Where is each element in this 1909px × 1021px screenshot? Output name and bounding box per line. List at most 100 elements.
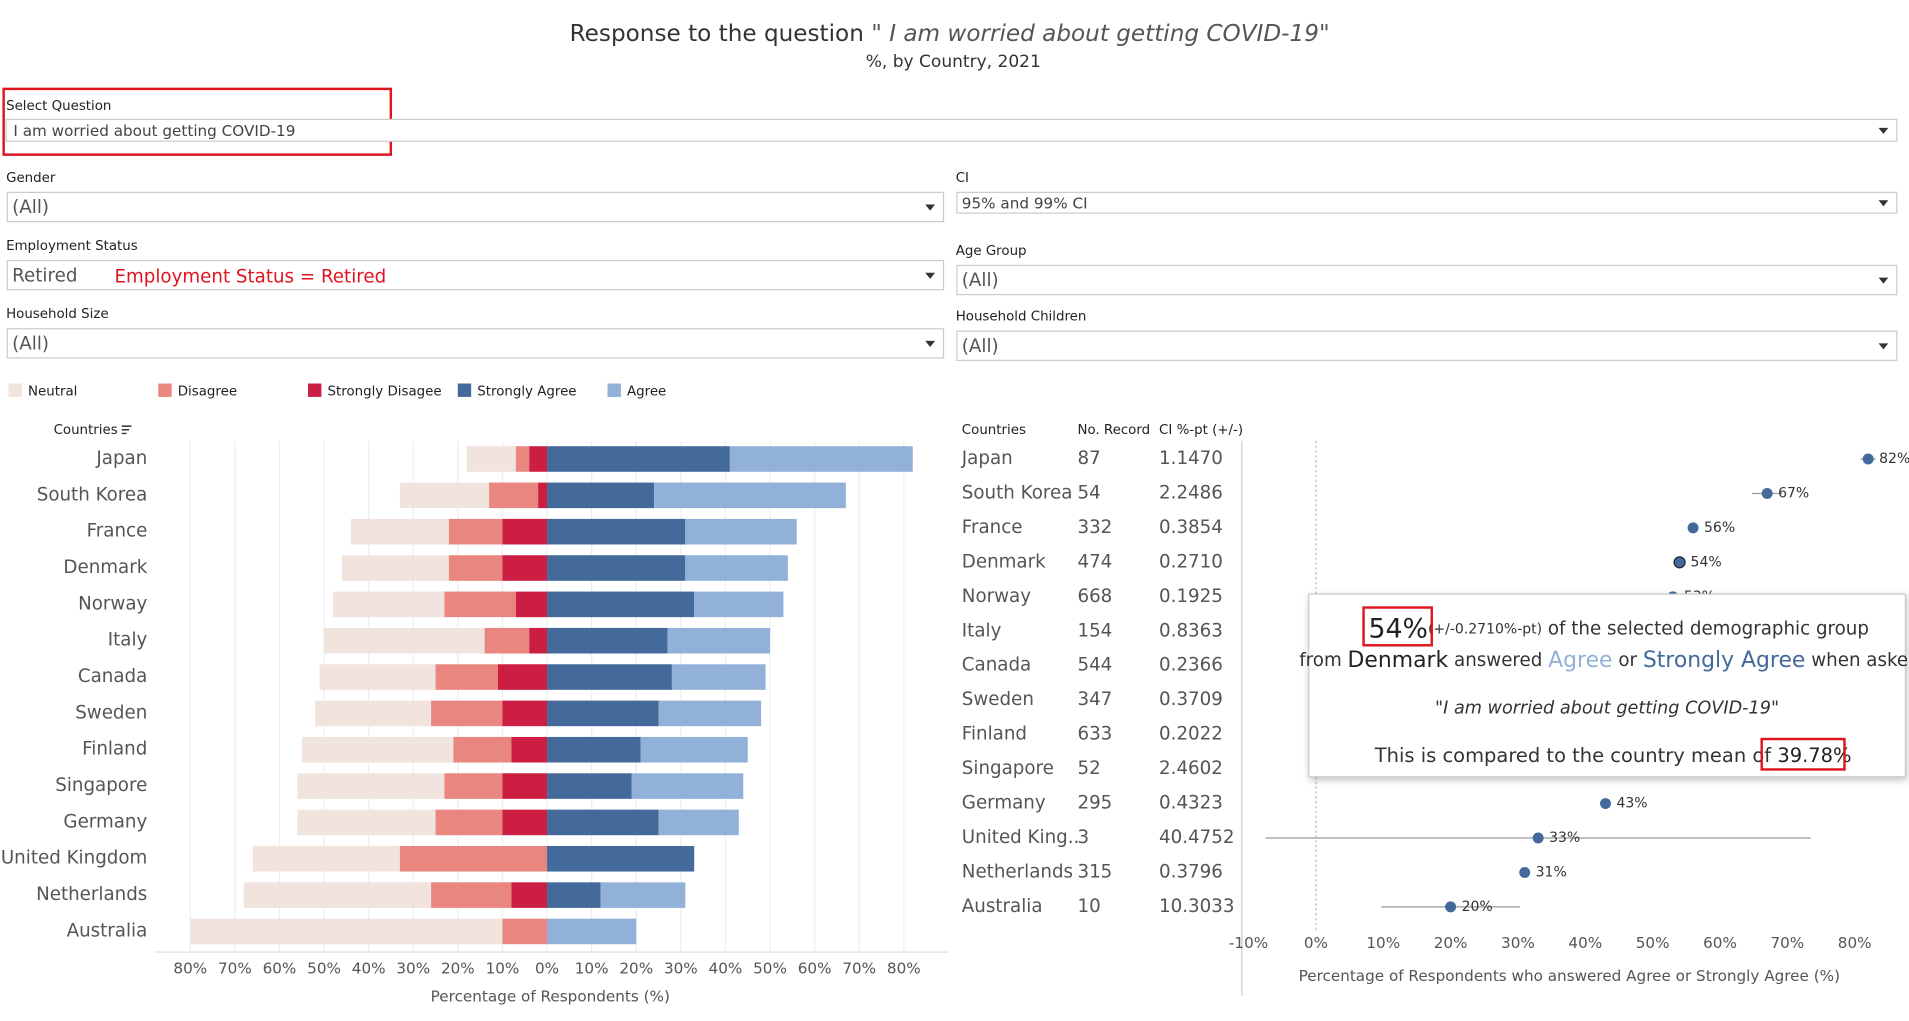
table-cell: 10 xyxy=(1077,896,1100,917)
dot xyxy=(1862,453,1874,465)
category-label: Denmark xyxy=(63,557,147,578)
bar-segment xyxy=(667,627,771,654)
dropdown[interactable] xyxy=(956,264,1898,296)
bar-segment xyxy=(252,845,400,872)
dropdown-value[interactable]: (All) xyxy=(12,334,49,355)
x-tick-label: 30% xyxy=(1501,934,1535,952)
bar-segment xyxy=(547,882,601,908)
table-cell: 0.3709 xyxy=(1159,689,1223,710)
table-cell: Australia xyxy=(962,896,1043,917)
annotation: Employment Status = Retired xyxy=(114,267,386,288)
value-label: 56% xyxy=(1704,520,1735,536)
x-tick-label: 60% xyxy=(798,960,832,978)
filter-label: Household Size xyxy=(6,307,109,322)
value-label: 82% xyxy=(1879,451,1909,467)
dropdown-arrow xyxy=(1878,343,1889,350)
table-cell: 154 xyxy=(1077,620,1112,641)
sort-icon xyxy=(121,425,132,435)
x-tick-label: 70% xyxy=(218,960,252,978)
bar-segment xyxy=(547,555,686,581)
dropdown[interactable] xyxy=(5,118,1898,142)
dropdown[interactable] xyxy=(6,259,945,291)
value-label: 54% xyxy=(1691,554,1722,570)
dot xyxy=(1532,832,1544,844)
bar-segment xyxy=(341,555,449,581)
filter-label: Gender xyxy=(6,171,56,186)
bar-segment xyxy=(515,591,548,618)
bar-segment xyxy=(685,555,788,581)
filter-label: Select Question xyxy=(6,99,111,114)
bar-segment xyxy=(547,809,659,836)
table-header: No. Record xyxy=(1077,423,1150,438)
dropdown-value[interactable]: I am worried about getting COVID-19 xyxy=(13,122,295,140)
bar-segment xyxy=(654,482,846,509)
table-cell: 295 xyxy=(1077,793,1112,814)
bar-segment xyxy=(671,664,766,690)
dot xyxy=(1445,901,1457,913)
x-tick-label: 70% xyxy=(1770,934,1804,952)
dropdown-value[interactable]: (All) xyxy=(962,270,999,291)
bar-segment xyxy=(547,446,730,472)
filter-label: Age Group xyxy=(956,244,1027,259)
bar-segment xyxy=(547,700,659,727)
title-question: " I am worried about getting COVID-19" xyxy=(871,21,1329,47)
x-tick-label: 40% xyxy=(352,960,386,978)
tooltip-line: This is compared to the country mean of … xyxy=(1374,744,1852,767)
table-cell: Singapore xyxy=(962,758,1054,779)
bar-segment xyxy=(448,518,503,545)
legend-swatch xyxy=(8,383,22,397)
category-label: Sweden xyxy=(75,702,147,723)
table-cell: 668 xyxy=(1077,586,1112,607)
bar-segment xyxy=(489,482,539,509)
category-label: Germany xyxy=(63,811,147,832)
dropdown-arrow xyxy=(1878,127,1889,134)
bar-segment xyxy=(511,882,548,908)
bar-segment xyxy=(547,918,637,945)
dropdown-value[interactable]: (All) xyxy=(962,336,999,357)
dropdown[interactable] xyxy=(6,328,945,359)
table-cell: 544 xyxy=(1077,655,1112,676)
bar-segment xyxy=(640,736,748,763)
dropdown-value[interactable]: (All) xyxy=(12,197,49,218)
bar-segment xyxy=(431,882,512,908)
tooltip-part: when asked xyxy=(1805,650,1909,671)
dropdown-value[interactable]: 95% and 99% CI xyxy=(962,194,1088,212)
x-tick-label: 10% xyxy=(486,960,520,978)
bar-segment xyxy=(547,591,695,618)
bar-segment xyxy=(444,591,516,618)
bar-segment xyxy=(332,591,445,618)
dropdown-value[interactable]: Retired xyxy=(12,265,77,286)
bar-segment xyxy=(631,773,744,799)
tooltip-part: or xyxy=(1613,650,1643,671)
table-cell: 0.2710 xyxy=(1159,551,1223,572)
table-cell: 3 xyxy=(1077,827,1089,848)
table-cell: United King.. xyxy=(962,827,1080,848)
dropdown[interactable] xyxy=(956,191,1898,214)
highlight-box xyxy=(1760,737,1846,771)
bar-segment xyxy=(658,700,762,727)
legend-swatch xyxy=(607,383,621,397)
dropdown[interactable] xyxy=(956,330,1898,361)
filter-label: Household Children xyxy=(956,310,1087,325)
table-cell: Denmark xyxy=(962,551,1046,572)
bar-segment xyxy=(190,918,503,945)
bar-segment xyxy=(502,700,548,727)
table-cell: 633 xyxy=(1077,724,1112,745)
tooltip-ci: (+/-0.2710%-pt) xyxy=(1428,621,1542,637)
bar-segment xyxy=(658,809,739,836)
bar-segment xyxy=(694,591,784,618)
x-tick-label: 50% xyxy=(307,960,341,978)
bar-segment xyxy=(435,664,499,690)
bar-segment xyxy=(435,809,503,836)
dropdown[interactable] xyxy=(6,191,945,223)
table-cell: 0.4323 xyxy=(1159,793,1223,814)
table-cell: 347 xyxy=(1077,689,1112,710)
category-header: Countries xyxy=(54,423,118,438)
table-cell: Japan xyxy=(961,448,1013,469)
bar-segment xyxy=(600,882,686,908)
tooltip-part: Agree xyxy=(1548,648,1612,673)
legend-label: Strongly Agree xyxy=(477,384,576,399)
category-label: South Korea xyxy=(37,484,148,505)
legend-label: Neutral xyxy=(28,384,77,399)
legend-label: Disagree xyxy=(178,384,237,399)
